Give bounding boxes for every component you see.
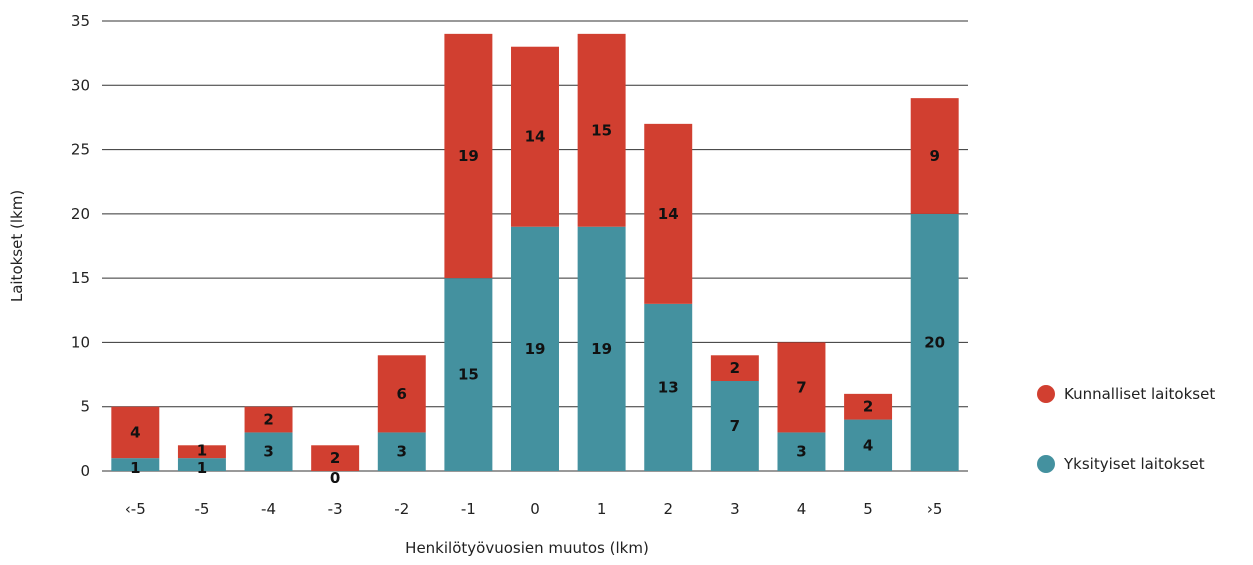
bar-segment-yksityiset xyxy=(444,278,493,471)
x-tick-label: ‹-5 xyxy=(125,500,146,518)
bar-segment-yksityiset xyxy=(511,226,559,471)
x-tick-label: 5 xyxy=(863,500,873,518)
bar-segment-yksityiset xyxy=(844,419,893,471)
data-label: 2 xyxy=(330,449,340,467)
x-tick-label: -2 xyxy=(394,500,409,518)
bar-segment-kunnalliset xyxy=(511,46,559,227)
data-label: 2 xyxy=(730,359,740,377)
data-label: 3 xyxy=(263,443,273,461)
data-label: 7 xyxy=(796,378,806,396)
x-tick-label: 2 xyxy=(663,500,673,518)
data-label: 15 xyxy=(591,121,612,139)
data-label: 6 xyxy=(397,385,407,403)
y-tick-label: 25 xyxy=(71,141,90,159)
data-label: 19 xyxy=(525,340,546,358)
data-label: 2 xyxy=(263,411,273,429)
legend-swatch xyxy=(1037,385,1055,403)
legend-label: Kunnalliset laitokset xyxy=(1064,385,1215,403)
x-tick-label: 3 xyxy=(730,500,740,518)
data-label: 1 xyxy=(197,459,207,477)
data-label: 0 xyxy=(330,469,340,487)
bars xyxy=(111,33,959,471)
data-label: 3 xyxy=(397,443,407,461)
bar-segment-kunnalliset xyxy=(644,123,693,304)
y-tick-label: 35 xyxy=(71,12,90,30)
x-axis-ticks: ‹-5 -5 -4 -3 -2 -1 0 1 2 3 4 5 ›5 xyxy=(125,500,943,518)
x-tick-label: 0 xyxy=(530,500,540,518)
bar-segment-kunnalliset xyxy=(777,342,826,433)
bar-segment-kunnalliset xyxy=(244,406,293,433)
x-tick-label: -3 xyxy=(328,500,343,518)
bar-segment-kunnalliset xyxy=(710,355,759,381)
y-tick-label: 0 xyxy=(80,462,90,480)
bar-segment-yksityiset xyxy=(644,303,693,471)
x-tick-label: 4 xyxy=(797,500,807,518)
x-tick-label: -1 xyxy=(461,500,476,518)
data-label: 3 xyxy=(796,443,806,461)
data-label: 14 xyxy=(525,128,546,146)
legend-label: Yksityiset laitokset xyxy=(1063,455,1205,473)
bar-segment-yksityiset xyxy=(111,458,160,471)
data-label: 4 xyxy=(863,436,873,454)
bar-segment-kunnalliset xyxy=(910,98,959,214)
data-label: 1 xyxy=(197,441,207,459)
bar-segment-yksityiset xyxy=(777,432,826,471)
y-tick-label: 20 xyxy=(71,205,90,223)
bar-segment-kunnalliset xyxy=(844,393,893,420)
legend: Kunnalliset laitokset Yksityiset laitokse… xyxy=(1037,385,1215,473)
y-tick-label: 10 xyxy=(71,333,90,351)
bar-segment-yksityiset xyxy=(377,432,426,471)
data-label: 15 xyxy=(458,366,479,384)
data-label: 14 xyxy=(658,205,679,223)
y-tick-label: 15 xyxy=(71,269,90,287)
legend-swatch xyxy=(1037,455,1055,473)
y-axis-ticks: 0 5 10 15 20 25 30 35 xyxy=(71,12,90,480)
bar-segment-kunnalliset xyxy=(177,445,226,459)
data-label: 2 xyxy=(863,398,873,416)
x-tick-label: 1 xyxy=(597,500,607,518)
x-axis-label: Henkilötyövuosien muutos (lkm) xyxy=(405,539,649,557)
y-axis-label: Laitokset (lkm) xyxy=(8,190,26,302)
data-label: 1 xyxy=(130,459,140,477)
bar-segment-kunnalliset xyxy=(444,33,493,279)
data-label: 19 xyxy=(591,340,612,358)
y-tick-label: 30 xyxy=(71,76,90,94)
data-label: 13 xyxy=(658,378,679,396)
bar-segment-yksityiset xyxy=(244,432,293,471)
bar-segment-yksityiset xyxy=(910,213,959,471)
data-label: 9 xyxy=(929,147,939,165)
bar-segment-kunnalliset xyxy=(377,355,426,433)
data-label: 4 xyxy=(130,423,140,441)
data-label: 19 xyxy=(458,147,479,165)
x-tick-label: -5 xyxy=(194,500,209,518)
bar-segment-kunnalliset xyxy=(311,445,360,471)
bar-segment-kunnalliset xyxy=(111,406,160,459)
bar-segment-yksityiset xyxy=(177,458,226,471)
data-label: 20 xyxy=(924,333,945,351)
bar-segment-kunnalliset xyxy=(577,33,626,227)
x-tick-label: -4 xyxy=(261,500,276,518)
data-label: 7 xyxy=(730,417,740,435)
x-tick-label: ›5 xyxy=(927,500,943,518)
bar-segment-yksityiset xyxy=(577,226,626,471)
y-tick-label: 5 xyxy=(80,398,90,416)
bar-segment-yksityiset xyxy=(710,381,759,471)
